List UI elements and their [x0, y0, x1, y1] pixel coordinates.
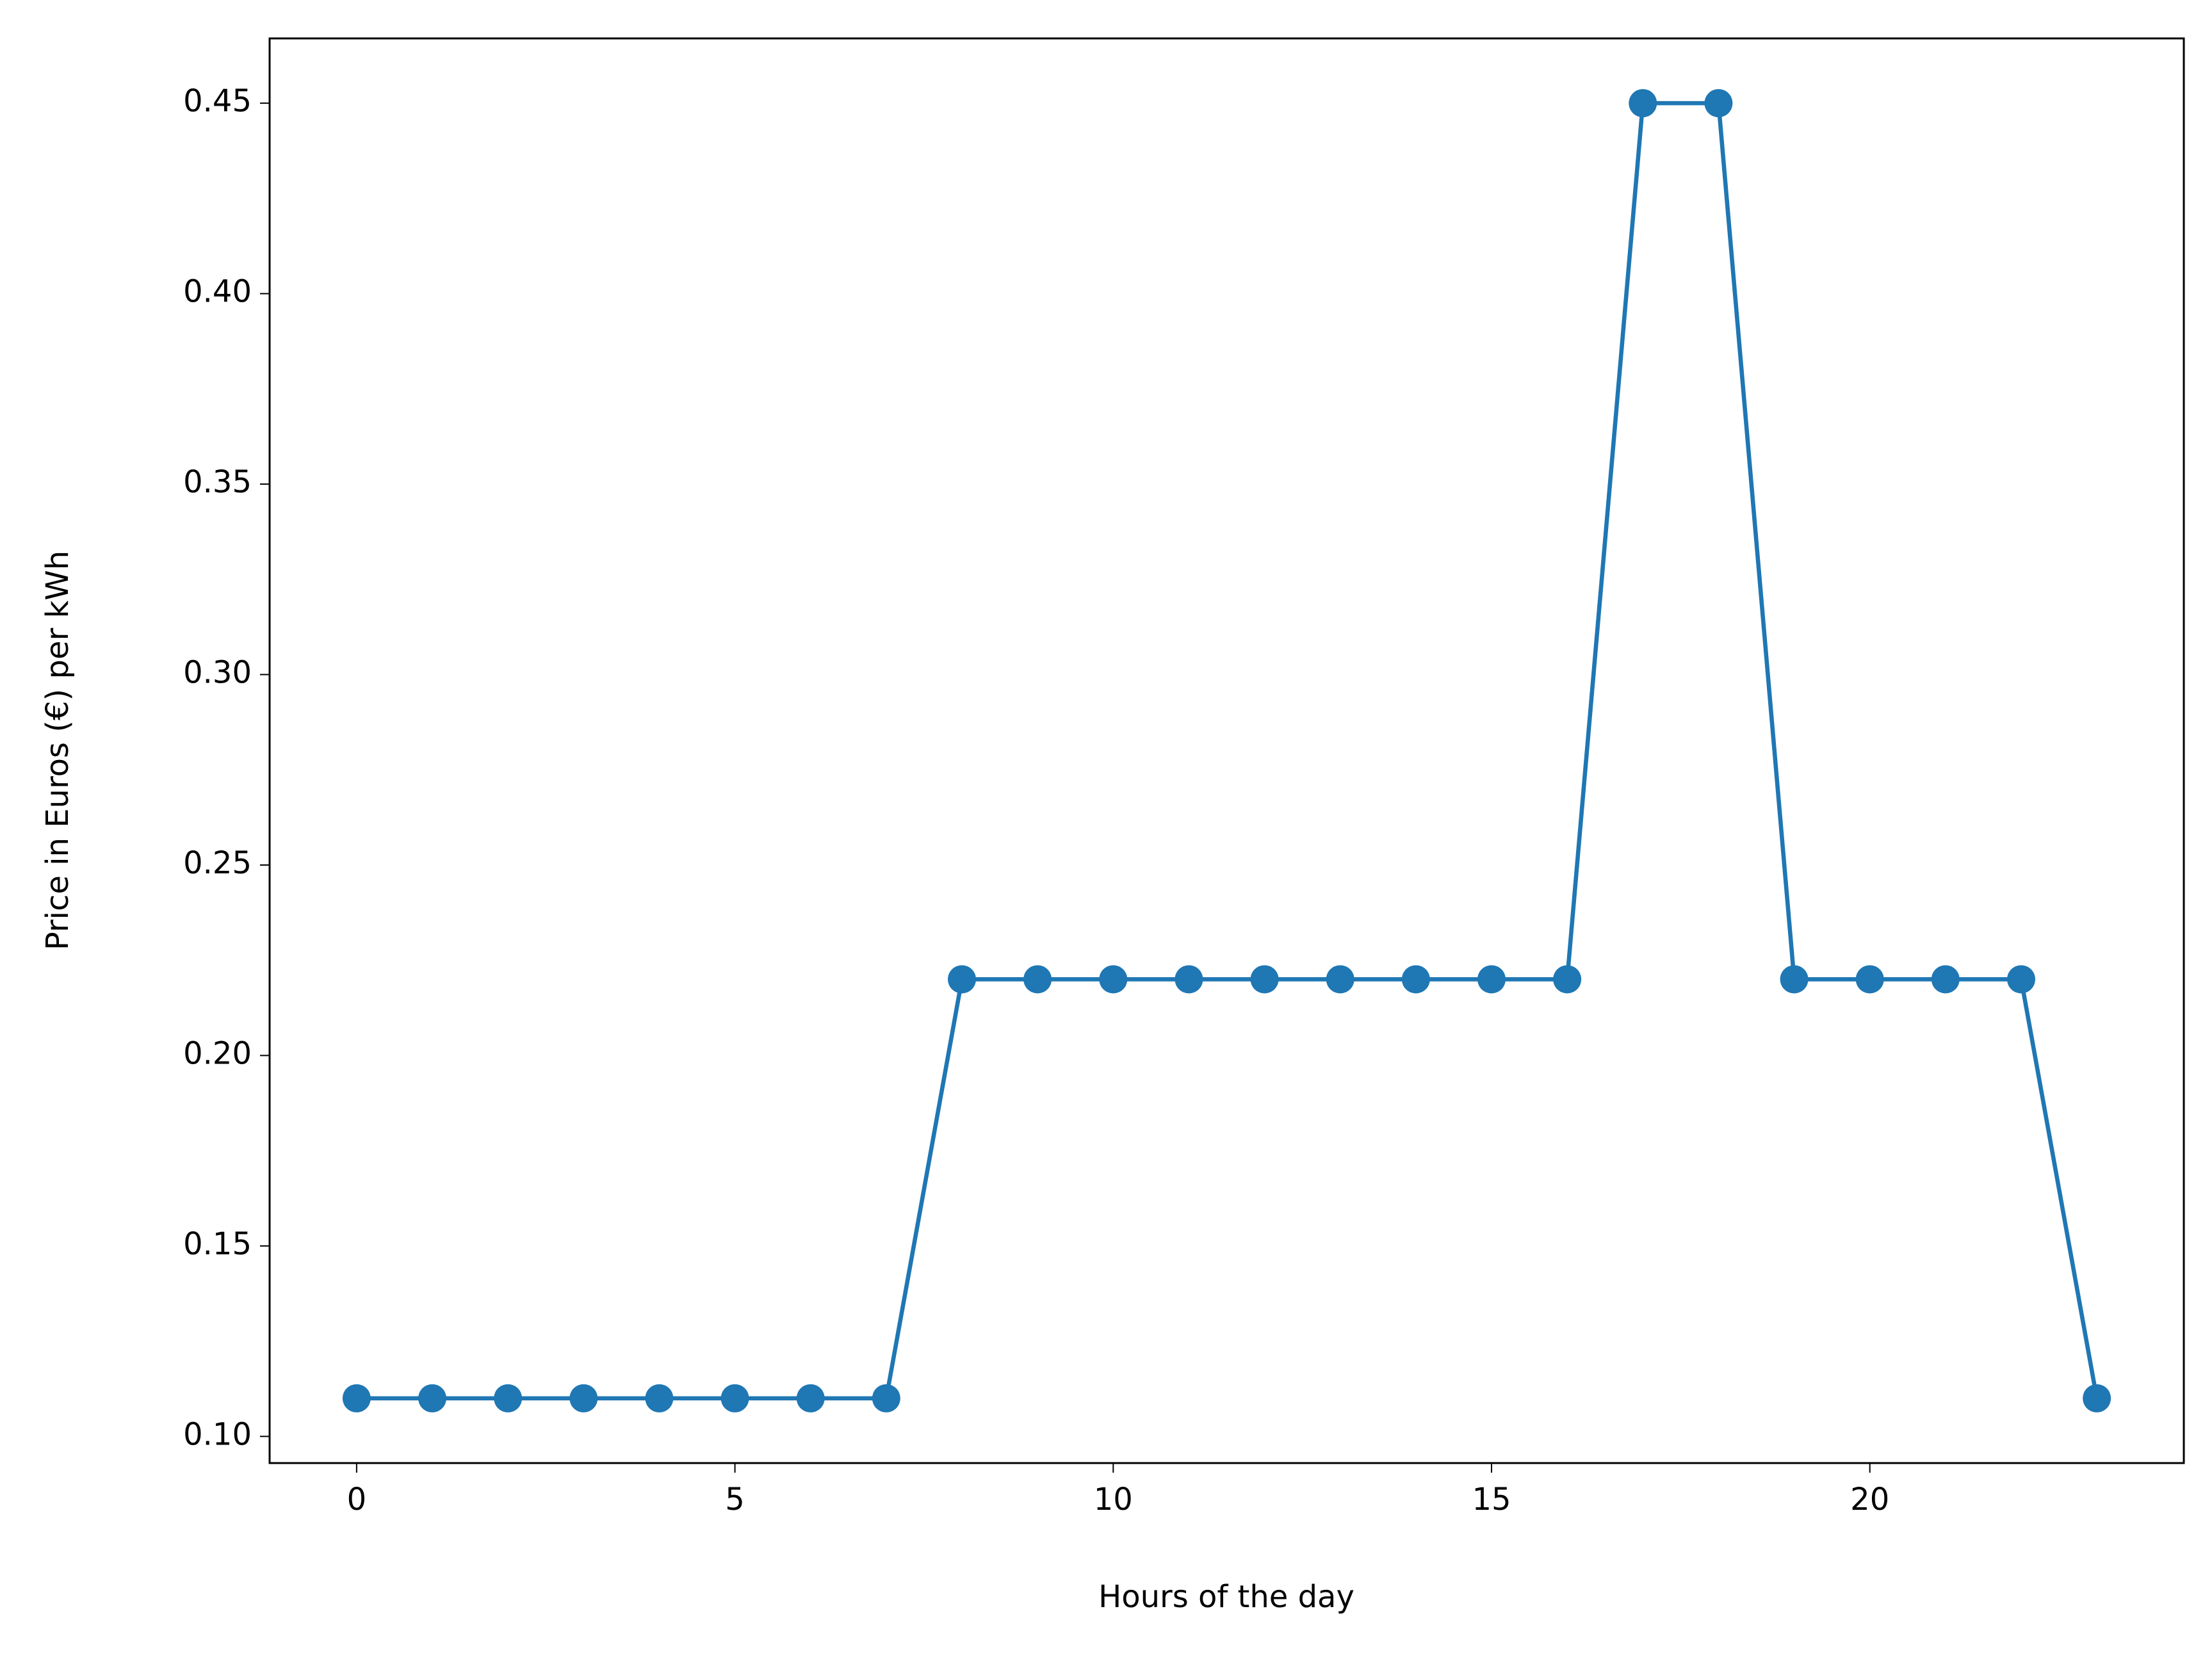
marker [1855, 965, 1884, 994]
marker [1099, 965, 1128, 994]
marker [1704, 89, 1733, 118]
y-tick-label: 0.20 [183, 1035, 252, 1071]
plot-frame [268, 37, 2185, 1464]
marker [1175, 965, 1203, 994]
marker [2083, 1384, 2111, 1412]
marker [1780, 965, 1809, 994]
marker [872, 1384, 900, 1412]
y-tick-label: 0.10 [183, 1416, 252, 1452]
marker [720, 1384, 749, 1412]
y-axis-label: Price in Euros (€) per kWh [40, 551, 76, 950]
marker [418, 1384, 447, 1412]
marker [1629, 89, 1657, 118]
marker [1326, 965, 1354, 994]
marker [1477, 965, 1506, 994]
y-tick-label: 0.45 [183, 83, 252, 119]
marker [569, 1384, 598, 1412]
y-tick-label: 0.15 [183, 1226, 252, 1262]
x-tick-label: 0 [347, 1482, 367, 1517]
marker [1023, 965, 1052, 994]
marker [796, 1384, 825, 1412]
marker [2006, 965, 2035, 994]
marker [1250, 965, 1279, 994]
x-tick-label: 10 [1094, 1482, 1133, 1517]
y-tick-label: 0.40 [183, 274, 252, 310]
x-tick-label: 20 [1850, 1482, 1889, 1517]
marker [948, 965, 977, 994]
marker [1553, 965, 1582, 994]
y-tick-label: 0.25 [183, 845, 252, 881]
x-tick-label: 15 [1472, 1482, 1511, 1517]
marker [494, 1384, 523, 1412]
y-tick-label: 0.35 [183, 464, 252, 500]
marker [1931, 965, 1960, 994]
marker [342, 1384, 371, 1412]
marker [1401, 965, 1430, 994]
x-tick-label: 5 [725, 1482, 745, 1517]
marker [645, 1384, 674, 1412]
x-axis-label: Hours of the day [1098, 1579, 1354, 1615]
y-tick-label: 0.30 [183, 655, 252, 691]
